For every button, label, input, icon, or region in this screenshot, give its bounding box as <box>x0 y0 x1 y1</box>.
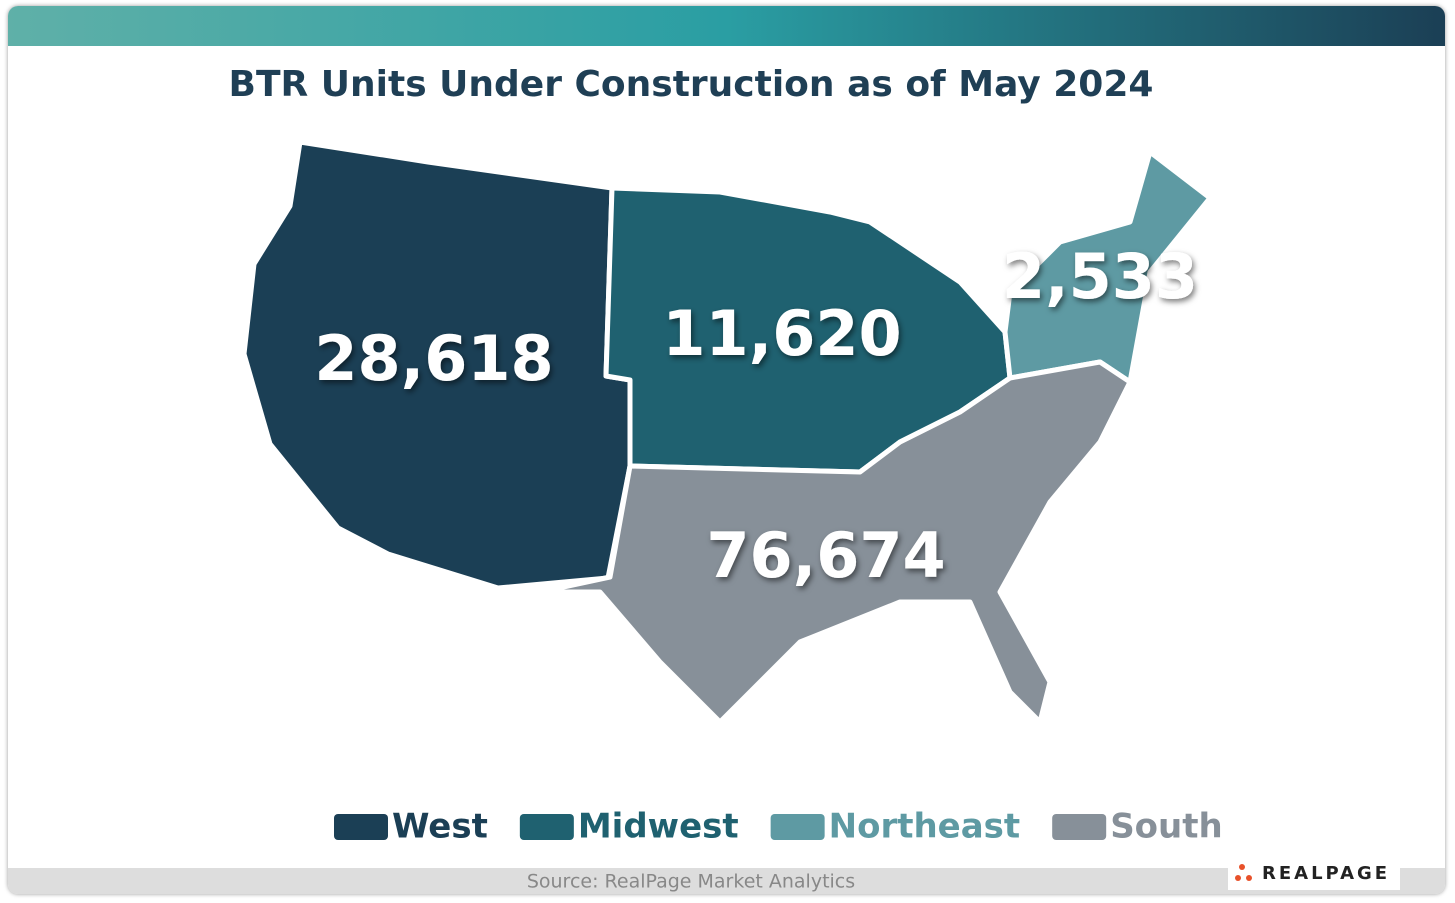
logo: REALPAGE <box>1262 863 1390 884</box>
legend-swatch <box>1052 814 1107 840</box>
legend-swatch <box>334 814 388 840</box>
header-band <box>8 6 1445 46</box>
region-value: 2,533 <box>1002 240 1198 313</box>
slide: BTR Units Under Construction as of May 2… <box>8 6 1445 894</box>
source: Source: RealPage Market Analytics <box>527 871 855 893</box>
region-value: 28,618 <box>314 322 553 395</box>
legend-label: West <box>392 807 488 847</box>
region-value: 11,620 <box>662 297 901 370</box>
legend-label: Midwest <box>578 807 739 847</box>
logo-dot <box>1246 875 1252 881</box>
logo-dot <box>1239 864 1245 870</box>
region-south <box>537 359 1133 725</box>
logo-box <box>1228 858 1400 890</box>
footer-band <box>8 868 1445 894</box>
legend-swatch <box>770 814 825 840</box>
logo-dot <box>1235 875 1241 881</box>
legend-label: Northeast <box>829 807 1021 847</box>
legend-swatch <box>519 814 574 840</box>
title: BTR Units Under Construction as of May 2… <box>229 64 1154 105</box>
region-value: 76,674 <box>706 519 945 592</box>
legend-label: South <box>1110 807 1223 847</box>
map: BTR Units Under Construction as of May 2… <box>8 6 1445 894</box>
